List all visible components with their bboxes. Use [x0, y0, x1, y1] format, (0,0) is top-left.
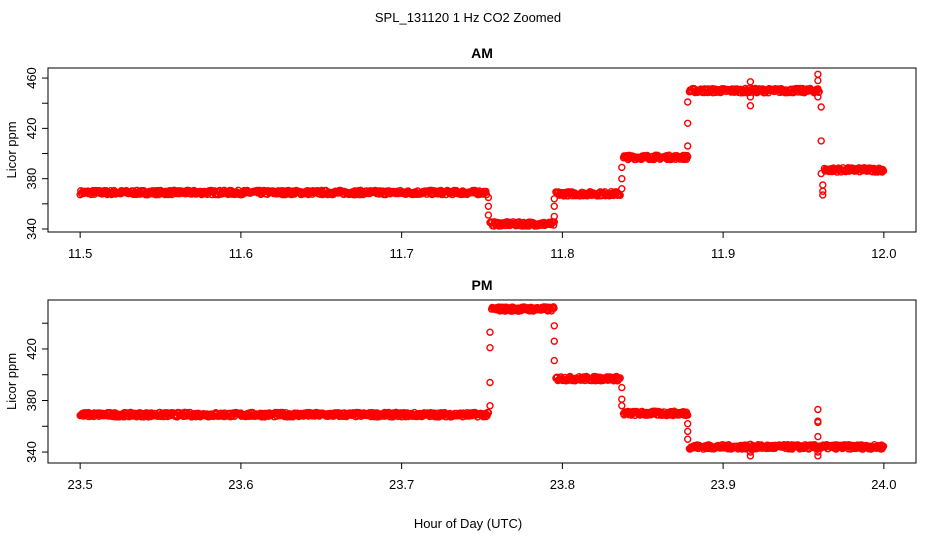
data-point	[684, 427, 692, 436]
x-tick-label: 11.6	[229, 246, 253, 261]
y-tick-label: 380	[24, 168, 39, 190]
data-point	[746, 448, 755, 456]
data-point	[684, 119, 692, 128]
data-point	[684, 411, 692, 419]
data-point	[746, 440, 755, 448]
x-axis-label: Hour of Day (UTC)	[414, 516, 522, 531]
data-point	[484, 409, 493, 417]
x-tick-label: 23.8	[550, 477, 575, 492]
data-point	[684, 420, 692, 428]
data-point	[618, 383, 626, 392]
data-points	[76, 303, 888, 460]
data-point	[814, 93, 822, 101]
data-point	[486, 328, 494, 336]
x-tick-label: 23.5	[67, 477, 92, 492]
data-point	[550, 212, 558, 221]
data-point	[484, 193, 493, 202]
y-tick-label: 460	[24, 67, 39, 89]
data-point	[746, 452, 755, 460]
x-tick-label: 11.9	[711, 246, 735, 261]
data-points	[76, 70, 888, 230]
data-point	[819, 191, 827, 199]
panel-title: AM	[471, 45, 493, 61]
data-point	[484, 211, 493, 219]
x-tick-label: 11.8	[550, 246, 574, 261]
y-axis: 340 380 420	[24, 322, 49, 463]
y-axis-label: Licor ppm	[4, 353, 19, 410]
data-point	[746, 101, 755, 110]
data-point	[616, 191, 624, 200]
data-point	[618, 174, 626, 183]
data-point	[684, 98, 692, 106]
panel-pm: PM Licor ppm 23.5 23.6 23.7 23.8 23.9 24.0 340 38…	[4, 277, 917, 492]
data-point	[817, 169, 825, 178]
data-point	[814, 418, 822, 427]
figure-title: SPL_131120 1 Hz CO2 Zoomed	[375, 10, 561, 25]
data-point	[817, 103, 825, 111]
x-tick-label: 23.6	[228, 477, 253, 492]
y-tick-label: 420	[24, 118, 39, 140]
x-axis: 23.5 23.6 23.7 23.8 23.9 24.0	[67, 462, 897, 492]
x-tick-label: 12.0	[871, 246, 896, 261]
data-point	[814, 76, 822, 85]
data-point	[814, 452, 822, 460]
data-point	[879, 167, 888, 175]
data-point	[486, 378, 494, 387]
data-point	[616, 374, 624, 382]
data-point	[814, 432, 822, 441]
data-point	[550, 202, 558, 211]
x-tick-label: 11.5	[68, 246, 92, 261]
data-point	[486, 402, 494, 410]
data-point	[814, 70, 822, 79]
data-point	[618, 163, 626, 172]
data-point	[618, 184, 626, 193]
y-tick-label: 380	[24, 390, 39, 412]
panel-title: PM	[472, 277, 493, 293]
data-point	[879, 442, 888, 450]
data-point	[550, 195, 558, 203]
data-point	[817, 137, 825, 145]
y-axis-label: Licor ppm	[4, 121, 19, 178]
x-tick-label: 11.7	[389, 246, 413, 261]
data-point	[550, 322, 558, 330]
data-point	[484, 202, 493, 211]
data-point	[550, 221, 558, 229]
x-tick-label: 24.0	[871, 477, 896, 492]
y-tick-label: 420	[24, 338, 39, 360]
x-axis: 11.5 11.6 11.7 11.8 11.9 12.0	[68, 231, 897, 261]
data-point	[746, 78, 755, 86]
data-point	[550, 304, 558, 312]
data-point	[550, 337, 558, 345]
data-point	[814, 448, 822, 456]
data-point	[618, 395, 626, 403]
x-tick-label: 23.7	[389, 477, 414, 492]
data-point	[486, 344, 494, 352]
data-point	[684, 435, 692, 443]
panel-am: AM Licor ppm 11.5 11.6 11.7 11.8 11.9 12.0 340 38…	[4, 45, 917, 261]
y-tick-label: 340	[24, 218, 39, 240]
data-point	[814, 405, 822, 414]
data-point	[819, 181, 827, 189]
data-point	[618, 402, 626, 410]
plot-box	[47, 299, 917, 464]
data-point	[482, 187, 490, 196]
data-point	[746, 93, 755, 101]
y-tick-label: 340	[24, 441, 39, 463]
data-point	[819, 187, 827, 196]
data-point	[684, 153, 692, 161]
y-axis: 340 380 420 460	[24, 67, 49, 240]
data-point	[684, 142, 692, 150]
data-point	[550, 356, 558, 365]
x-tick-label: 23.9	[710, 477, 735, 492]
